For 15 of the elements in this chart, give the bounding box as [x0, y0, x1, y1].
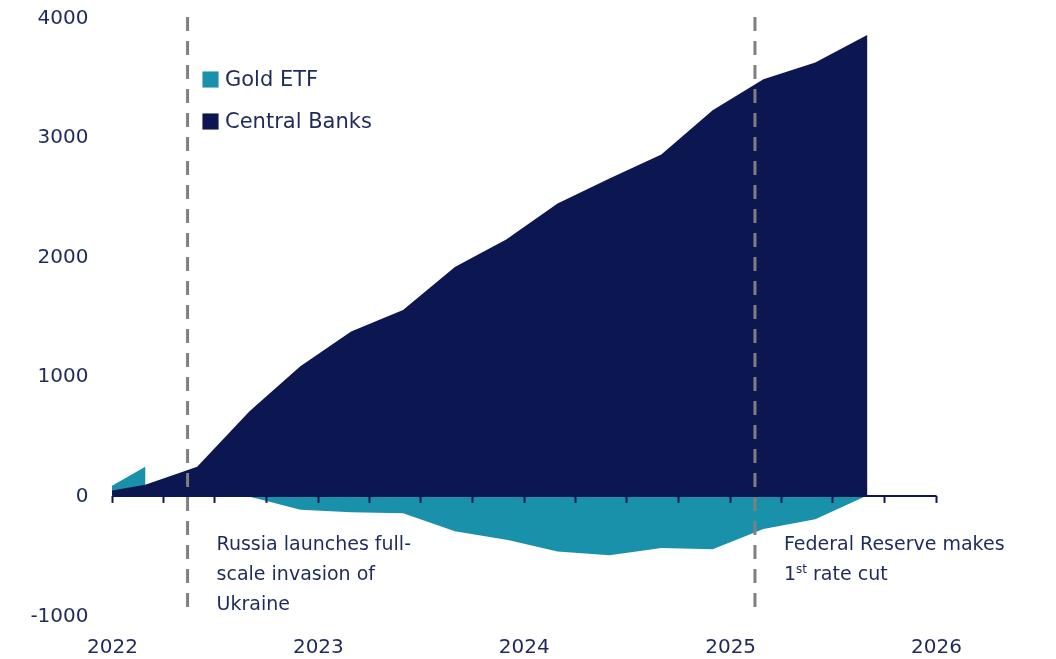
x-tick-label: 2024	[498, 633, 550, 658]
y-tick-label: 2000	[37, 243, 89, 268]
ref-line-label: Federal Reserve makes 1$^{st}$ rate cut	[783, 532, 1005, 585]
x-tick-label: 2022	[87, 633, 138, 658]
y-tick-label: -1000	[30, 602, 89, 627]
legend-label: Gold ETF	[225, 66, 319, 91]
y-tick-label: 4000	[37, 4, 89, 29]
x-tick-label: 2023	[292, 633, 344, 658]
y-tick-label: 0	[75, 482, 89, 507]
y-tick-label: 1000	[37, 363, 89, 388]
legend-label: Central Banks	[225, 108, 372, 133]
x-tick-label: 2026	[911, 633, 962, 658]
y-tick-label: 3000	[37, 124, 89, 149]
x-tick-label: 2025	[705, 633, 757, 658]
ref-line-label: Russia launches full-scale invasion of Ukraine	[216, 532, 411, 615]
